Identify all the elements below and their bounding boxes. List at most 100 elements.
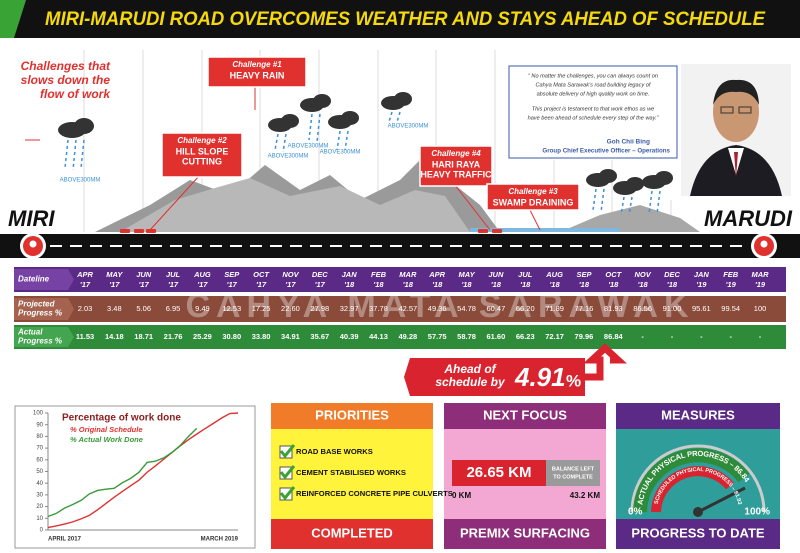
y-tick-label: 0: [40, 528, 44, 534]
quote-text: This project is testament to that work e…: [532, 106, 655, 112]
priority-item: CEMENT STABILISED WORKS: [296, 468, 406, 477]
challenge-label: Challenge #3: [508, 187, 558, 196]
actual-value: -: [641, 332, 644, 341]
date-year: '17: [168, 280, 179, 289]
date-month: NOV: [635, 270, 652, 279]
projected-value: 99.54: [721, 304, 740, 313]
row-label: Projected: [18, 300, 56, 309]
row-label: Dateline: [18, 275, 50, 284]
date-month: JUN: [488, 270, 504, 279]
actual-value: 49.28: [398, 332, 417, 341]
rain-label: ABOVE300MM: [288, 144, 329, 150]
y-tick-label: 80: [36, 434, 43, 440]
end-label: MARUDI: [704, 206, 793, 231]
challenge-text: HEAVY RAIN: [230, 70, 285, 80]
date-year: '18: [579, 280, 590, 289]
next-focus-header: [444, 403, 606, 429]
actual-value: 35.67: [310, 332, 329, 341]
date-month: MAR: [752, 270, 770, 279]
date-year: '18: [520, 280, 531, 289]
rain-label: ABOVE300MM: [268, 154, 309, 160]
next-focus-footer: [444, 519, 606, 549]
actual-value: 14.18: [105, 332, 124, 341]
actual-value: 21.76: [164, 332, 183, 341]
projected-value: 77.16: [575, 304, 594, 313]
date-month: OCT: [605, 270, 622, 279]
date-month: DEC: [664, 270, 680, 279]
quote-text: Cahya Mata Sarawak’s road building legac…: [536, 82, 652, 88]
date-month: DEC: [312, 270, 328, 279]
title: MIRI-MARUDI ROAD OVERCOMES WEATHER AND S…: [45, 9, 766, 30]
balance-bar: [546, 460, 600, 486]
projected-value: 27.98: [310, 304, 329, 313]
date-month: JUL: [518, 270, 533, 279]
y-tick-label: 10: [36, 516, 43, 522]
date-year: '17: [256, 280, 267, 289]
rain-label: ABOVE300MM: [320, 150, 361, 156]
challenge-box: [161, 132, 243, 178]
priorities-body: [271, 429, 433, 519]
projected-value: 91.00: [663, 304, 682, 313]
date-year: '18: [491, 280, 502, 289]
date-year: '18: [638, 280, 649, 289]
legend-entry: % Actual Work Done: [70, 435, 143, 444]
challenge-box: [486, 183, 580, 211]
distance-bar: [452, 460, 546, 486]
date-year: '18: [373, 280, 384, 289]
ahead-text: schedule by: [435, 375, 506, 389]
quote-text: absolute delivery of high quality work o…: [537, 91, 650, 97]
y-tick-label: 70: [36, 446, 43, 452]
y-tick-label: 20: [36, 504, 43, 510]
actual-value: -: [700, 332, 703, 341]
title-accent: [0, 0, 26, 38]
projected-value: 37.78: [369, 304, 388, 313]
actual-value: 34.91: [281, 332, 300, 341]
actual-value: 18.71: [134, 332, 153, 341]
date-month: NOV: [282, 270, 299, 279]
date-year: '17: [139, 280, 150, 289]
priorities-header: [271, 403, 433, 429]
projected-value: 49.36: [428, 304, 447, 313]
actual-value: 25.29: [193, 332, 212, 341]
actual-band: [14, 325, 786, 349]
date-month: JAN: [694, 270, 710, 279]
date-year: '17: [227, 280, 238, 289]
legend-entry: % Original Schedule: [70, 425, 143, 434]
challenge-box: [419, 145, 493, 187]
mountains: [95, 150, 700, 232]
ahead-unit: %: [566, 371, 581, 390]
actual-value: 66.23: [516, 332, 535, 341]
measures-footer: [616, 519, 780, 549]
date-year: '17: [80, 280, 91, 289]
actual-value: 11.53: [76, 332, 94, 341]
measures-header: [616, 403, 780, 429]
rain-label: ABOVE300MM: [60, 178, 101, 184]
challenge-text: CUTTING: [182, 156, 222, 166]
date-year: '19: [696, 280, 707, 289]
projected-value: 6.95: [166, 304, 181, 313]
actual-value: 30.80: [222, 332, 241, 341]
date-month: AUG: [545, 270, 563, 279]
x-tick-label: MARCH 2019: [201, 537, 239, 543]
row-label: Progress %: [18, 337, 62, 346]
series-line: [47, 412, 239, 529]
date-year: '17: [109, 280, 120, 289]
ahead-box: [404, 343, 627, 396]
projected-value: 60.47: [487, 304, 506, 313]
quote-text: have been ahead of schedule every step o…: [528, 115, 660, 121]
date-year: '18: [344, 280, 355, 289]
measures-title: MEASURES: [661, 407, 735, 422]
date-month: MAY: [106, 270, 123, 279]
actual-value: 33.80: [252, 332, 271, 341]
date-year: '18: [608, 280, 619, 289]
date-month: APR: [428, 270, 445, 279]
date-month: MAY: [458, 270, 475, 279]
date-month: JAN: [342, 270, 358, 279]
y-tick-label: 30: [36, 492, 43, 498]
challenges-heading: Challenges that: [21, 59, 111, 73]
row-label: Progress %: [18, 309, 62, 318]
date-month: APR: [76, 270, 93, 279]
watermark: CAHYA MATA SARAWAK: [185, 287, 694, 325]
